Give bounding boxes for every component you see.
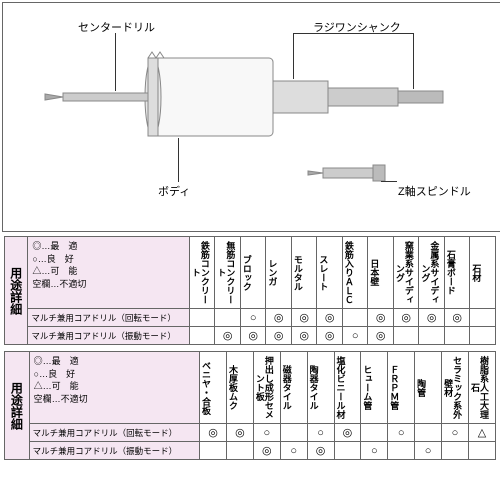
compatibility-cell: ○ xyxy=(280,442,307,460)
compatibility-cell: ◎ xyxy=(444,309,470,327)
compatibility-cell: ○ xyxy=(253,424,280,442)
compatibility-cell xyxy=(226,442,253,460)
compatibility-cell: ◎ xyxy=(226,424,253,442)
compatibility-cell: ○ xyxy=(342,327,368,345)
mat-header: 窯業系サイディング xyxy=(393,237,419,309)
row-label: マルチ兼用コアドリル（振動モード） xyxy=(29,442,199,460)
mat-header: スレート xyxy=(317,237,343,309)
compatibility-cell xyxy=(419,327,445,345)
compatibility-cell: ◎ xyxy=(253,442,280,460)
label-center-drill: センタードリル xyxy=(78,19,155,35)
compatibility-cell: ◎ xyxy=(307,442,334,460)
compatibility-cell: ◎ xyxy=(240,327,266,345)
compatibility-cell xyxy=(342,309,368,327)
compatibility-cell xyxy=(189,309,215,327)
compatibility-cell xyxy=(361,424,388,442)
mat-header: 木厚板ムク xyxy=(226,352,253,424)
mat-header: 石膏ボード xyxy=(444,237,470,309)
table-row: マルチ兼用コアドリル（振動モード）◎◎◎◎◎○◎ xyxy=(5,327,496,345)
legend-best: ◎…最 適 xyxy=(32,240,185,253)
side-header-1: 用途詳細 xyxy=(5,237,28,345)
mat-header: 金属系サイディング xyxy=(419,237,445,309)
mat-header: 塩化ビニール材 xyxy=(334,352,361,424)
compatibility-cell xyxy=(393,327,419,345)
compatibility-cell xyxy=(470,309,496,327)
compatibility-cell: ◎ xyxy=(393,309,419,327)
compatibility-cell: ◎ xyxy=(266,309,292,327)
mat-header: 樹脂系人工大理石 xyxy=(468,352,495,424)
compatibility-cell xyxy=(189,327,215,345)
legend-good: ○…良 好 xyxy=(34,368,195,381)
mat-header: 無筋コンクリート xyxy=(215,237,241,309)
mat-header: 押出し成形セメント板 xyxy=(253,352,280,424)
compatibility-cell: ◎ xyxy=(291,309,317,327)
label-body: ボディ xyxy=(158,183,190,199)
mat-header: ヒューム管 xyxy=(361,352,388,424)
compatibility-cell xyxy=(215,309,241,327)
mat-header: ブロック xyxy=(240,237,266,309)
legend-cell-1: ◎…最 適 ○…良 好 △…可 能 空欄…不適切 xyxy=(28,237,190,309)
product-diagram: センタードリル ラジワンシャンク ボディ Z軸スピンドル xyxy=(2,2,500,232)
compatibility-cell: △ xyxy=(468,424,495,442)
compatibility-cell xyxy=(415,424,442,442)
compatibility-cell: ◎ xyxy=(291,327,317,345)
mat-header: 陶管 xyxy=(415,352,442,424)
row-label: マルチ兼用コアドリル（回転モード） xyxy=(29,424,199,442)
compatibility-cell xyxy=(468,442,495,460)
mat-header: 磁器タイル xyxy=(280,352,307,424)
table-row: マルチ兼用コアドリル（振動モード）◎○◎○○ xyxy=(5,442,496,460)
row-label: マルチ兼用コアドリル（振動モード） xyxy=(28,327,190,345)
legend-ok: △…可 能 xyxy=(34,380,195,393)
compatibility-cell: ○ xyxy=(240,309,266,327)
side-header-2: 用途詳細 xyxy=(5,352,30,460)
compatibility-cell: ◎ xyxy=(419,309,445,327)
compatibility-cell: ○ xyxy=(415,442,442,460)
usage-table-2: 用途詳細 ◎…最 適 ○…良 好 △…可 能 空欄…不適切 ベニヤ・合板 木厚板… xyxy=(4,351,496,460)
compatibility-cell: ◎ xyxy=(215,327,241,345)
compatibility-cell: ○ xyxy=(361,442,388,460)
mat-header: 陶器タイル xyxy=(307,352,334,424)
compatibility-cell: ○ xyxy=(442,424,469,442)
legend-cell-2: ◎…最 適 ○…良 好 △…可 能 空欄…不適切 xyxy=(29,352,199,424)
table-row: マルチ兼用コアドリル（回転モード）○◎◎◎◎◎◎◎ xyxy=(5,309,496,327)
mat-header: セラミック系外壁材 xyxy=(442,352,469,424)
mat-header: レンガ xyxy=(266,237,292,309)
compatibility-cell xyxy=(280,424,307,442)
compatibility-cell xyxy=(444,327,470,345)
compatibility-cell xyxy=(388,442,415,460)
compatibility-cell: ◎ xyxy=(317,327,343,345)
row-label: マルチ兼用コアドリル（回転モード） xyxy=(28,309,190,327)
compatibility-cell: ◎ xyxy=(334,424,361,442)
usage-tables: 用途詳細 ◎…最 適 ○…良 好 △…可 能 空欄…不適切 鉄筋コンクリート 無… xyxy=(0,234,500,468)
legend-best: ◎…最 適 xyxy=(34,355,195,368)
mat-header: 石材 xyxy=(470,237,496,309)
mat-header: モルタル xyxy=(291,237,317,309)
label-z-spindle: Z軸スピンドル xyxy=(398,183,471,199)
compatibility-cell: ◎ xyxy=(266,327,292,345)
compatibility-cell xyxy=(334,442,361,460)
mat-header: ベニヤ・合板 xyxy=(200,352,227,424)
compatibility-cell xyxy=(442,442,469,460)
compatibility-cell: ○ xyxy=(388,424,415,442)
compatibility-cell xyxy=(470,327,496,345)
mat-header: 鉄筋入りＡＬＣ xyxy=(342,237,368,309)
table-row: マルチ兼用コアドリル（回転モード）◎◎○○◎○○△ xyxy=(5,424,496,442)
compatibility-cell: ◎ xyxy=(317,309,343,327)
mat-header: ＦＲＰＭ管 xyxy=(388,352,415,424)
mat-header: 鉄筋コンクリート xyxy=(189,237,215,309)
compatibility-cell xyxy=(200,442,227,460)
compatibility-cell: ◎ xyxy=(368,309,394,327)
legend-ok: △…可 能 xyxy=(32,265,185,278)
compatibility-cell: ◎ xyxy=(368,327,394,345)
compatibility-cell: ○ xyxy=(307,424,334,442)
legend-na: 空欄…不適切 xyxy=(34,393,195,406)
usage-table-1: 用途詳細 ◎…最 適 ○…良 好 △…可 能 空欄…不適切 鉄筋コンクリート 無… xyxy=(4,236,496,345)
compatibility-cell: ◎ xyxy=(200,424,227,442)
mat-header: 日本壁 xyxy=(368,237,394,309)
legend-good: ○…良 好 xyxy=(32,253,185,266)
legend-na: 空欄…不適切 xyxy=(32,278,185,291)
